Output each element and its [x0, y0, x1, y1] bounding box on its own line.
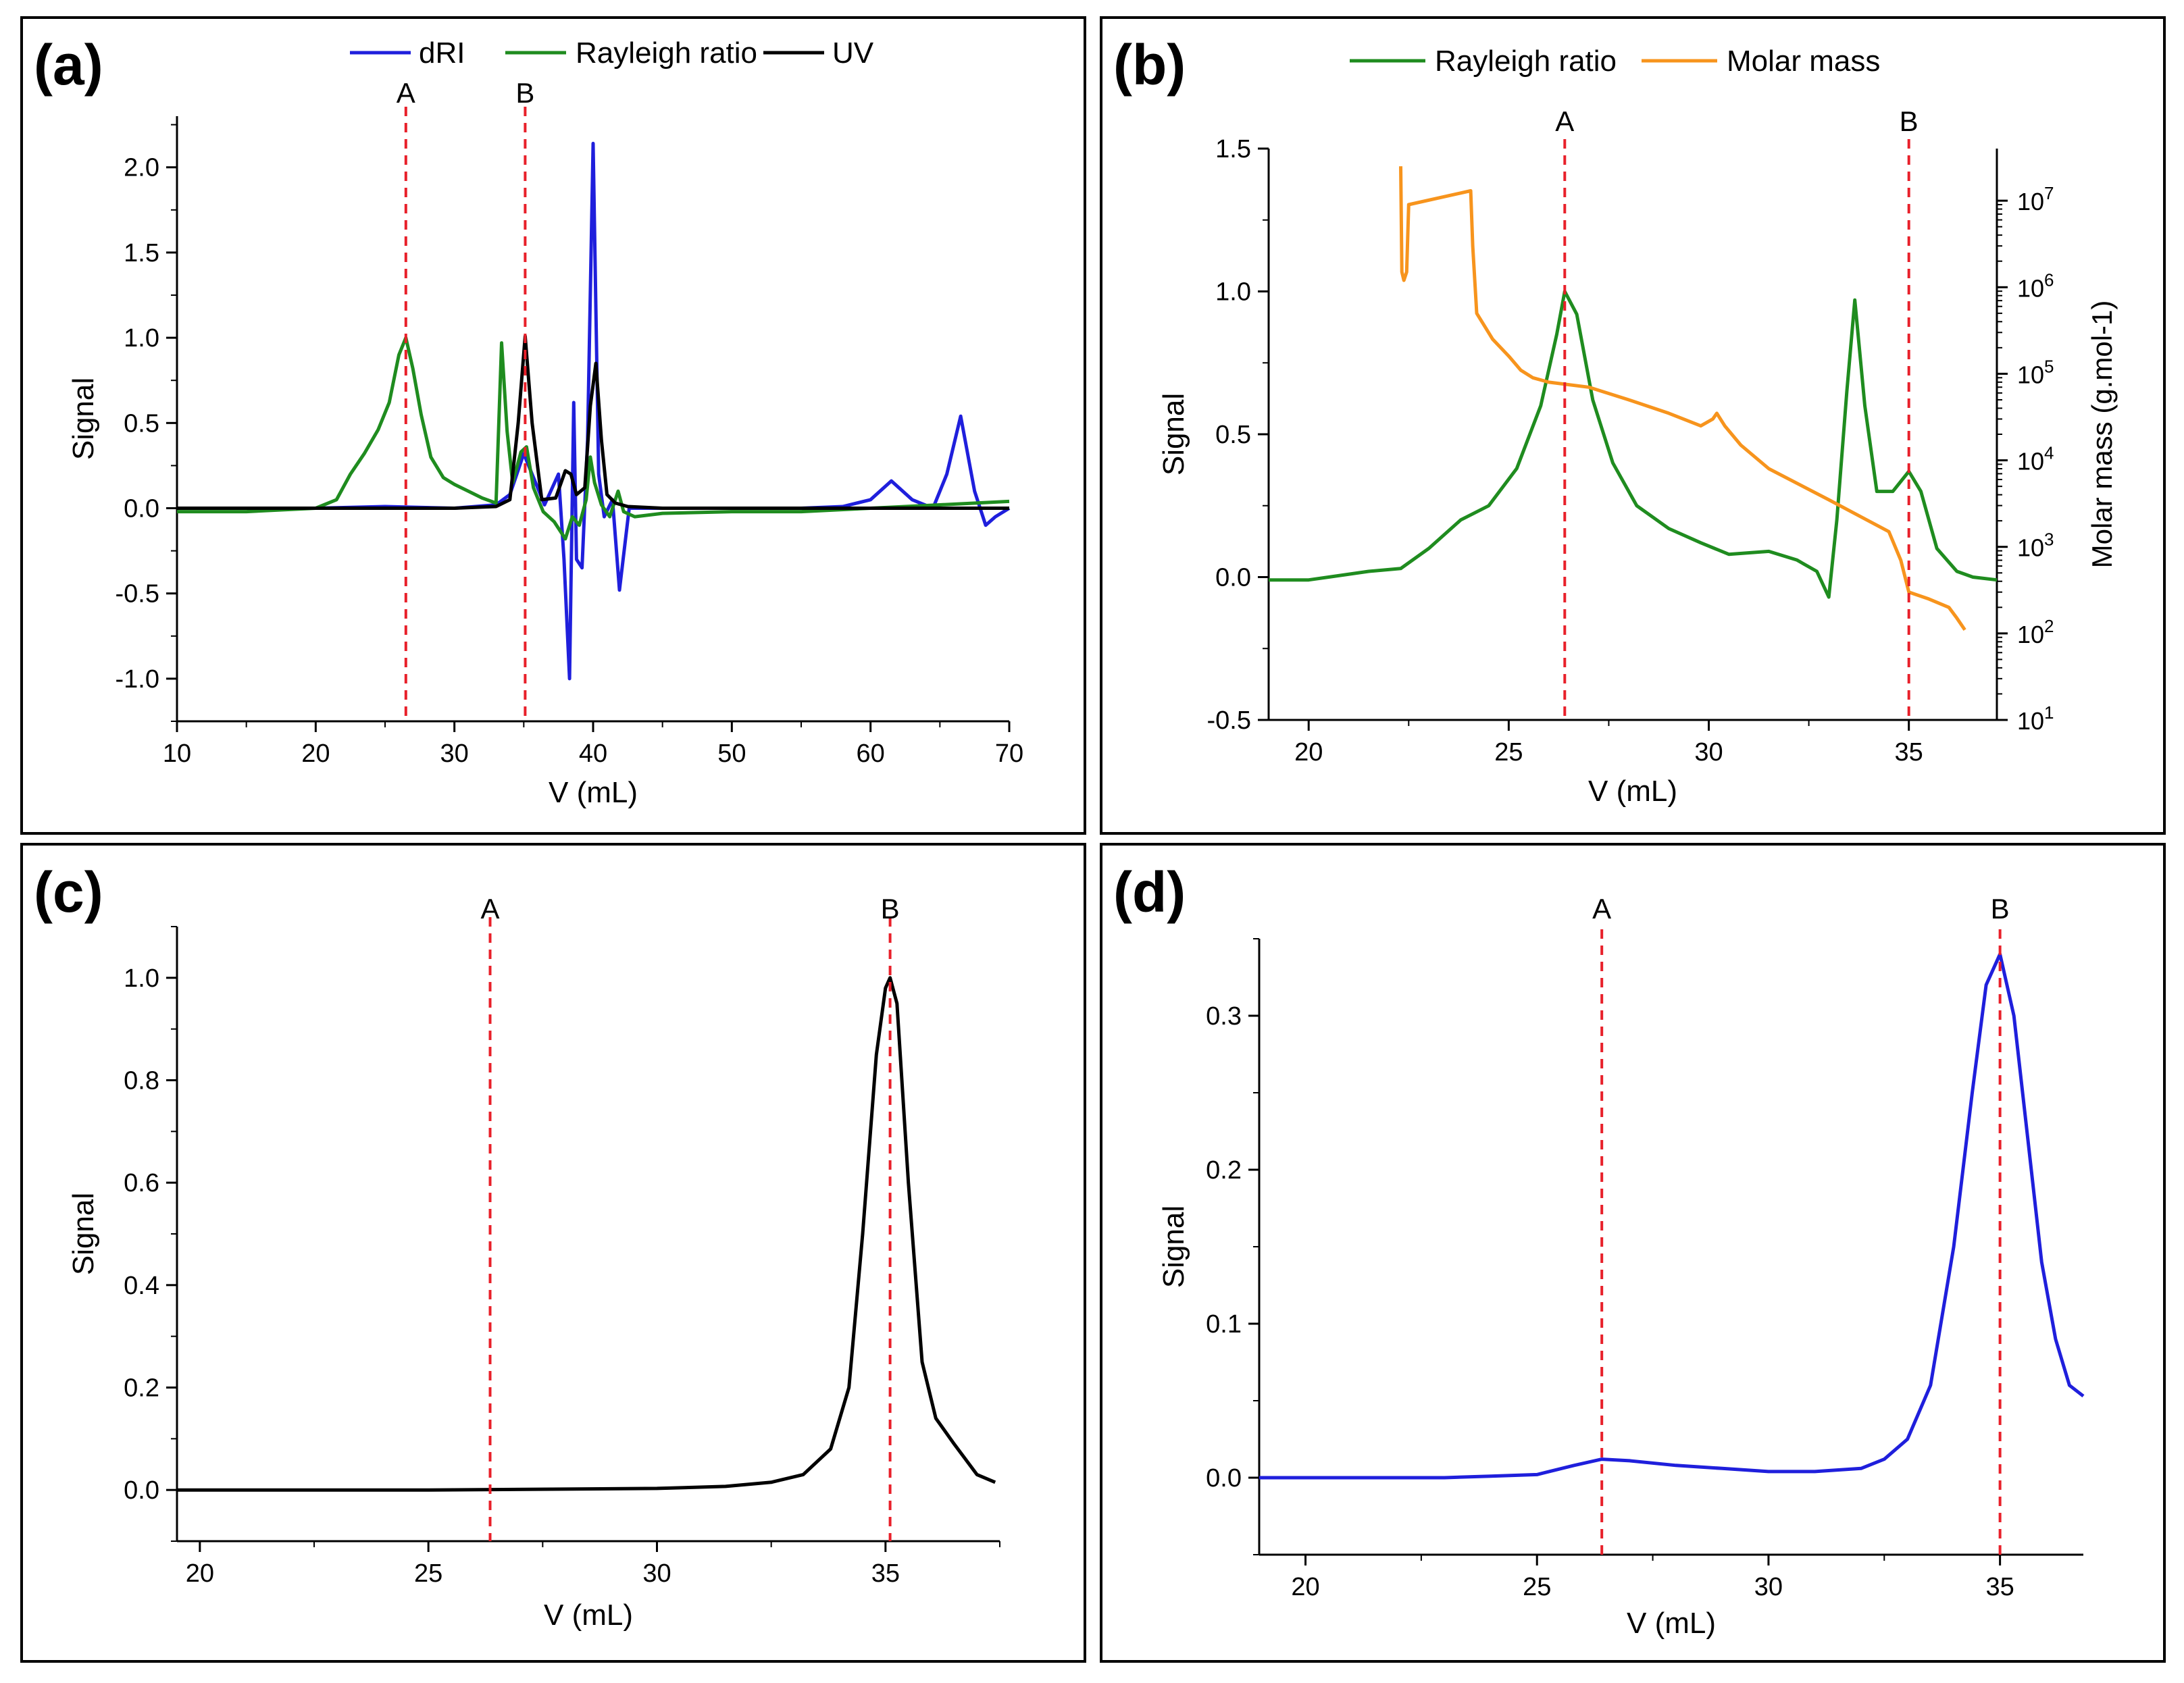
y-axis-label: Signal [67, 1193, 100, 1275]
x-tick-label: 30 [440, 740, 469, 768]
x-tick-label: 25 [1494, 738, 1523, 767]
y-tick-label: 0.8 [124, 1067, 159, 1095]
marker-label-a: A [481, 893, 500, 925]
x-tick-label: 35 [871, 1559, 900, 1588]
y-tick-label: -1.0 [116, 665, 159, 694]
y2-axis-label: Molar mass (g.mol-1) [2086, 301, 2118, 569]
marker-label-a: A [1592, 893, 1611, 925]
panel-b-frame [1100, 16, 2166, 835]
y-tick-label: 0.0 [124, 495, 159, 523]
x-tick-label: 40 [579, 740, 607, 768]
x-tick-label: 35 [1895, 738, 1923, 767]
y-axis-label: Signal [1157, 393, 1190, 475]
y-tick-label: 1.5 [124, 239, 159, 267]
x-tick-label: 30 [1754, 1573, 1783, 1601]
y-axis-label: Signal [67, 378, 100, 460]
y2-tick-label: 107 [2017, 183, 2054, 215]
y-tick-label: 0.3 [1206, 1002, 1242, 1031]
y2-tick-label: 102 [2017, 616, 2054, 648]
x-axis-label: V (mL) [1588, 775, 1677, 808]
y-tick-label: 1.5 [1215, 135, 1251, 163]
panel-a-label: (a) [34, 33, 103, 97]
y-tick-label: 0.4 [124, 1272, 159, 1300]
y-axis-label: Signal [1157, 1206, 1190, 1288]
x-tick-label: 20 [1294, 738, 1323, 767]
series-line-rayleigh-ratio [177, 336, 1010, 541]
x-tick-label: 30 [642, 1559, 671, 1588]
x-axis-label: V (mL) [544, 1599, 633, 1632]
x-tick-label: 50 [717, 740, 746, 768]
panel-b-plot: 20 25 30 35 -0.5 0.0 0.5 1.0 1.5 101 102 103 104 105 1… [1157, 105, 2118, 808]
x-axis-label: V (mL) [549, 776, 638, 809]
x-tick-label: 25 [414, 1559, 442, 1588]
legend-label-uv: UV [832, 36, 874, 70]
marker-label-b: B [1900, 105, 1919, 137]
marker-label-b: B [1991, 893, 2010, 925]
series-line-dri [1259, 952, 2085, 1480]
y2-tick-label: 103 [2017, 529, 2054, 562]
y-tick-label: 0.1 [1206, 1310, 1242, 1339]
series-line-uv [177, 334, 1009, 510]
panel-d-plot: 20 25 30 35 0.0 0.1 0.2 0.3 V (mL) Signal A B [1157, 893, 2085, 1640]
x-tick-label: 20 [186, 1559, 214, 1588]
y-tick-label: 0.2 [1206, 1156, 1242, 1185]
y-tick-label: 1.0 [124, 964, 159, 993]
y2-tick-label: 105 [2017, 356, 2054, 388]
x-tick-label: 30 [1694, 738, 1723, 767]
y-tick-label: 0.0 [1206, 1464, 1242, 1493]
y-tick-label: 2.0 [124, 154, 159, 182]
y2-tick-label: 101 [2017, 702, 2054, 735]
panel-a-legend: dRI Rayleigh ratio UV [350, 36, 874, 70]
marker-label-a: A [1555, 105, 1574, 137]
y-tick-label: 0.2 [124, 1374, 159, 1403]
y-tick-label: 0.0 [1215, 564, 1251, 592]
x-tick-label: 35 [1985, 1573, 2014, 1601]
x-tick-label: 60 [857, 740, 885, 768]
legend-label-rayleigh-b: Rayleigh ratio [1435, 45, 1617, 78]
x-tick-label: 70 [995, 740, 1023, 768]
legend-label-molar: Molar mass [1727, 45, 1880, 78]
panel-a-frame [20, 16, 1086, 835]
y2-tick-label: 106 [2017, 269, 2054, 302]
panel-c-label: (c) [34, 860, 103, 924]
panel-b-label: (b) [1113, 33, 1186, 97]
y-tick-label: -0.5 [116, 580, 159, 609]
series-line-dri [177, 141, 1011, 681]
y-tick-label: 0.6 [124, 1169, 159, 1197]
marker-label-a: A [397, 77, 415, 109]
legend-label-dri: dRI [419, 36, 465, 70]
y-tick-label: 0.5 [124, 409, 159, 438]
panel-b-legend: Rayleigh ratio Molar mass [1350, 45, 1880, 78]
x-tick-label: 10 [163, 740, 191, 768]
y-tick-label: 0.5 [1215, 421, 1251, 449]
y-tick-label: 0.0 [124, 1476, 159, 1505]
marker-label-b: B [881, 893, 900, 925]
panel-c-frame [20, 843, 1086, 1663]
series-line-rayleigh-ratio [1269, 290, 1998, 599]
y2-tick-label: 104 [2017, 443, 2054, 475]
x-axis-label: V (mL) [1627, 1607, 1716, 1640]
x-tick-label: 20 [1291, 1573, 1319, 1601]
series-line-uv [177, 976, 996, 1492]
legend-label-rayleigh: Rayleigh ratio [576, 36, 757, 70]
panel-d-label: (d) [1113, 860, 1186, 924]
x-tick-label: 25 [1523, 1573, 1551, 1601]
y-tick-label: 1.0 [1215, 278, 1251, 307]
panel-c-plot: 20 25 30 35 0.0 0.2 0.4 0.6 0.8 1.0 V (mL) Signal A B [67, 893, 1000, 1632]
panel-d-frame [1100, 843, 2166, 1663]
series-line-molar-mass [1399, 166, 1966, 631]
panel-a-plot: 10 20 30 40 50 60 70 -1.0 -0.5 0.0 0.5 1.0 1.5 2.0 V (… [67, 77, 1023, 809]
y-tick-label: 1.0 [124, 324, 159, 353]
y-tick-label: -0.5 [1207, 706, 1251, 735]
x-tick-label: 20 [301, 740, 330, 768]
marker-label-b: B [515, 77, 534, 109]
